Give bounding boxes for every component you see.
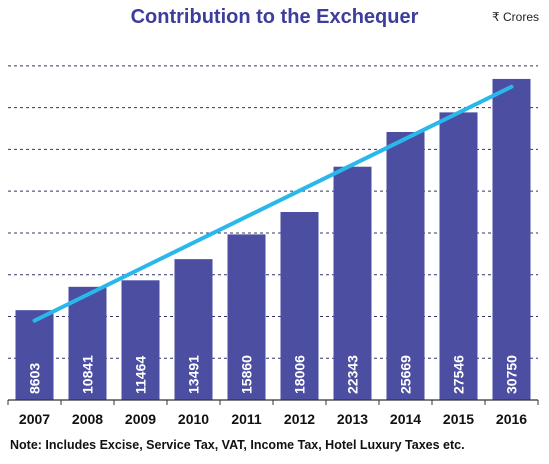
x-tick-2016: 2016 bbox=[496, 411, 527, 427]
x-tick-2008: 2008 bbox=[72, 411, 103, 427]
x-tick-2009: 2009 bbox=[125, 411, 156, 427]
trend-line bbox=[32, 84, 514, 323]
data-label-2013: 22343 bbox=[345, 355, 361, 394]
data-label-2007: 8603 bbox=[27, 363, 43, 394]
bar-2010 bbox=[174, 259, 213, 400]
bar-2015 bbox=[439, 112, 478, 400]
bar-2009 bbox=[121, 280, 160, 400]
bar-2012 bbox=[280, 211, 319, 400]
x-tick-2011: 2011 bbox=[231, 411, 262, 427]
data-label-2010: 13491 bbox=[186, 355, 202, 394]
x-tick-2010: 2010 bbox=[178, 411, 209, 427]
bar-2007 bbox=[15, 310, 54, 400]
data-label-2012: 18006 bbox=[292, 355, 308, 394]
x-tick-2012: 2012 bbox=[284, 411, 315, 427]
data-label-2016: 30750 bbox=[504, 355, 520, 394]
x-tick-2013: 2013 bbox=[337, 411, 368, 427]
x-tick-2007: 2007 bbox=[19, 411, 50, 427]
x-tick-2014: 2014 bbox=[390, 411, 421, 427]
bar-2014 bbox=[386, 131, 425, 400]
data-label-2009: 11464 bbox=[133, 356, 149, 394]
unit-label: ₹ Crores bbox=[492, 10, 539, 24]
bar-2016 bbox=[492, 78, 531, 400]
data-label-2014: 25669 bbox=[398, 355, 414, 394]
data-label-2011: 15860 bbox=[239, 355, 255, 394]
bar-2013 bbox=[333, 166, 372, 400]
data-label-2015: 27546 bbox=[451, 355, 467, 394]
x-tick-2015: 2015 bbox=[443, 411, 474, 427]
data-label-2008: 10841 bbox=[80, 355, 96, 394]
bar-2008 bbox=[68, 286, 107, 400]
chart-title: Contribution to the Exchequer bbox=[130, 6, 419, 28]
bar-2011 bbox=[227, 234, 266, 400]
footnote: Note: Includes Excise, Service Tax, VAT,… bbox=[10, 438, 465, 452]
